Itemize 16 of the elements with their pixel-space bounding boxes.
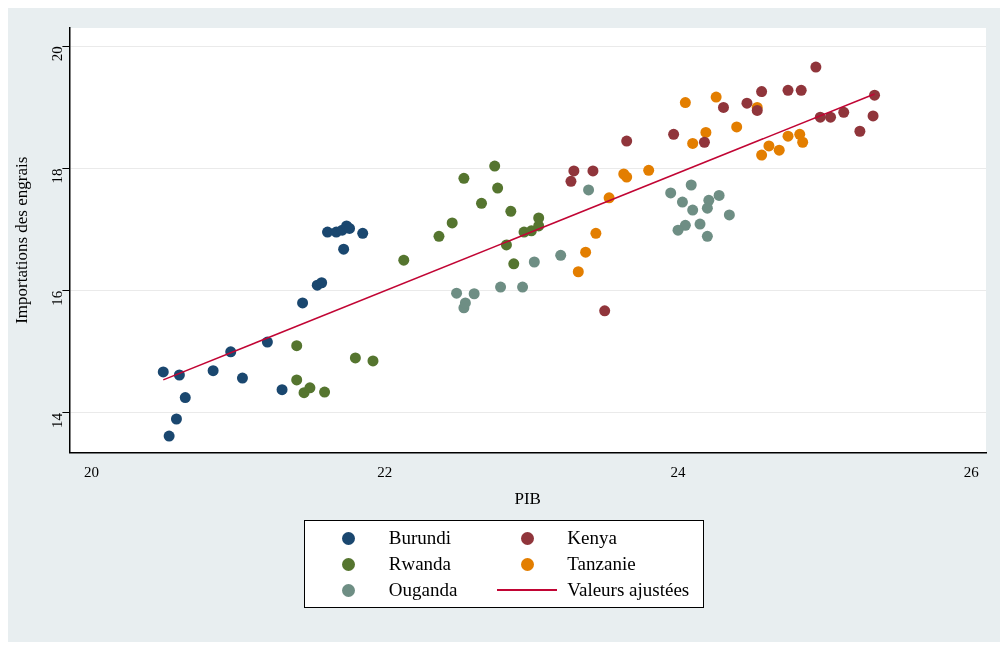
- x-axis-title: PIB: [514, 489, 541, 509]
- y-tick-label: 20: [49, 46, 66, 62]
- legend-label: Burundi: [388, 527, 452, 549]
- x-tick-label: 22: [377, 463, 393, 480]
- legend-label: Kenya: [567, 527, 617, 549]
- legend-label: Tanzanie: [567, 553, 636, 575]
- x-tick-label: 20: [83, 463, 99, 480]
- y-tick-label: 14: [49, 412, 66, 428]
- x-tick-label: 24: [670, 463, 687, 480]
- x-tick-label: 26: [963, 463, 980, 480]
- y-axis-title: Importations des engrais: [11, 156, 31, 324]
- y-tick-label: 18: [49, 168, 66, 184]
- legend-label: Rwanda: [388, 553, 452, 575]
- legend-label: Ouganda: [388, 579, 458, 601]
- legend-label: Valeurs ajustées: [567, 579, 690, 601]
- y-tick-label: 16: [49, 290, 66, 306]
